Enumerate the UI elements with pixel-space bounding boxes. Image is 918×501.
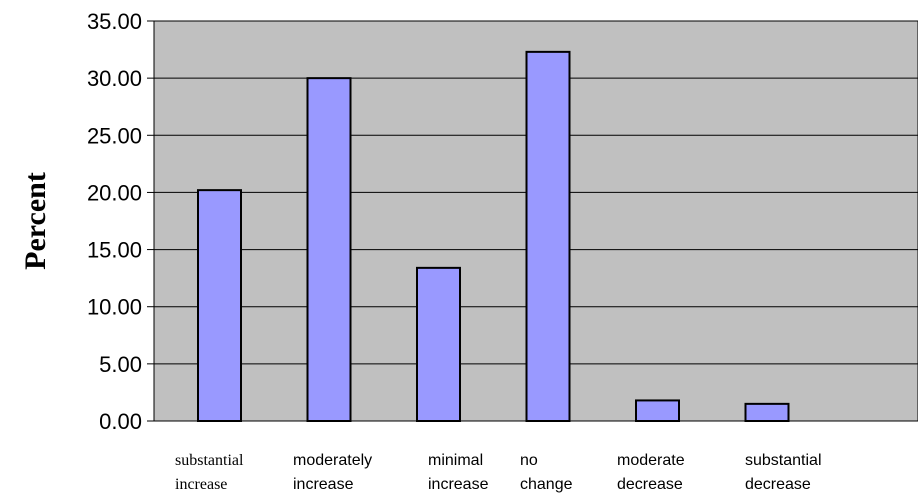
y-tick-label: 30.00 xyxy=(87,66,142,91)
category-label: increase xyxy=(175,476,227,493)
category-label: moderately xyxy=(293,452,372,469)
bar-moderate-decrease xyxy=(635,399,680,422)
category-label: increase xyxy=(428,476,489,493)
bar-no-change xyxy=(525,50,571,422)
y-tick-label: 0.00 xyxy=(99,409,142,434)
y-tick-label: 10.00 xyxy=(87,295,142,320)
category-label: substantial xyxy=(745,452,822,469)
category-label: change xyxy=(520,476,573,493)
category-label: moderate xyxy=(617,452,685,469)
bar-substantial-decrease xyxy=(744,402,790,423)
y-tick-labels: 0.00 5.00 10.00 15.00 20.00 25.00 30.00 35.00 xyxy=(87,9,142,434)
y-axis-label: Percent xyxy=(19,172,52,270)
y-tick-label: 15.00 xyxy=(87,238,142,263)
category-label: no xyxy=(520,452,538,469)
category-labels: substantial increase moderately increase min… xyxy=(175,452,822,493)
bar-minimal-increase xyxy=(416,266,461,422)
bars xyxy=(197,50,790,423)
category-label: minimal xyxy=(428,452,483,469)
y-tick-label: 25.00 xyxy=(87,123,142,148)
bar-moderately-increase xyxy=(306,77,352,423)
y-tick-label: 20.00 xyxy=(87,180,142,205)
category-label: decrease xyxy=(617,476,683,493)
y-tick-label: 35.00 xyxy=(87,9,142,34)
category-label: substantial xyxy=(175,452,244,469)
bar-substantial-increase xyxy=(197,189,242,422)
y-tick-label: 5.00 xyxy=(99,352,142,377)
category-label: decrease xyxy=(745,476,811,493)
category-label: increase xyxy=(293,476,354,493)
